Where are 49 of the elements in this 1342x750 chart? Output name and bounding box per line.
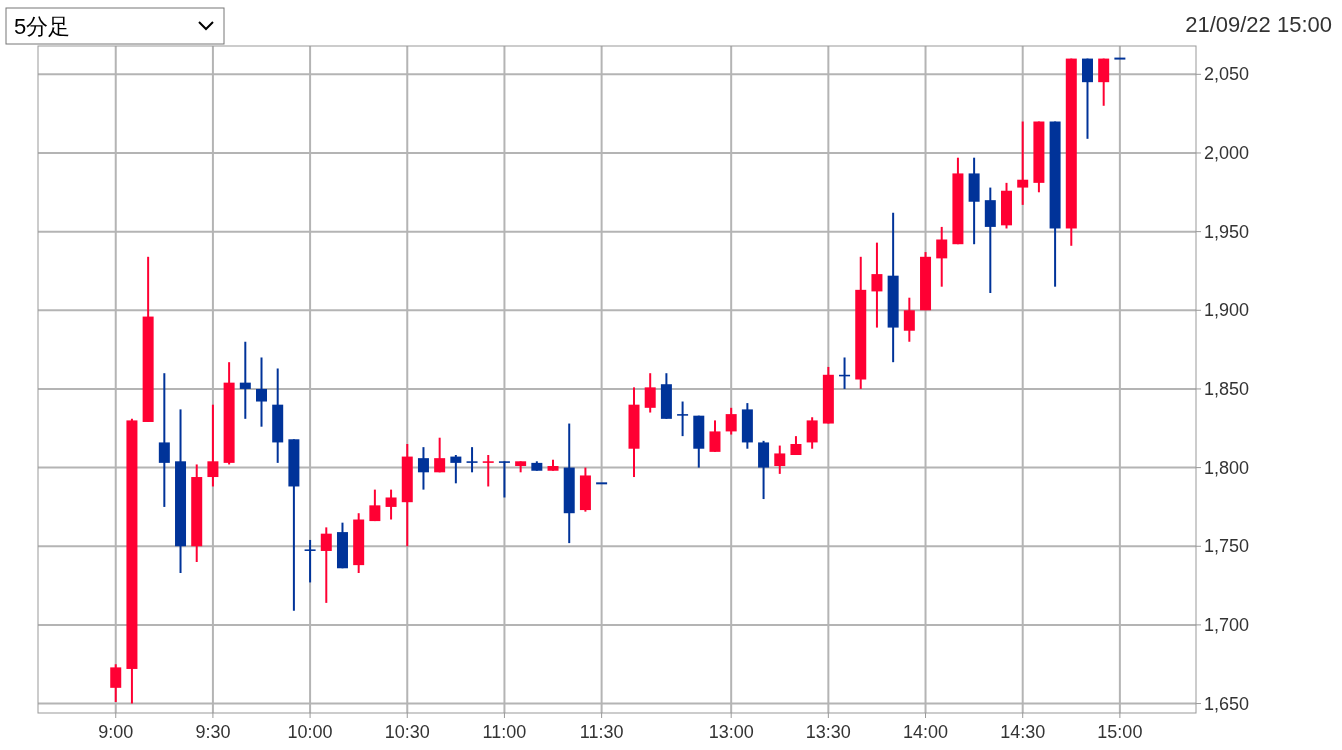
candlestick [1017,120,1029,206]
candlestick [385,488,397,521]
text: 5分足 [14,14,71,39]
text: 21/09/22 15:00 [1185,12,1332,37]
x-tick-label: 10:00 [287,722,333,742]
y-tick-label: 2,000 [1204,142,1250,163]
x-tick-label: 9:00 [98,722,134,742]
candlestick [871,241,883,329]
candlestick [256,356,267,428]
candlestick [482,454,494,488]
candlestick [304,538,316,584]
candlestick [709,419,721,453]
candlestick [110,663,122,703]
candlestick [1098,57,1110,107]
x-tick-label: 11:00 [482,722,527,742]
x-tick-label: 15:00 [1097,722,1143,742]
y-tick-label: 2,050 [1204,64,1250,85]
candlestick [158,372,170,508]
y-tick-label: 1,850 [1204,378,1250,399]
candlestick [450,454,462,485]
candlestick [936,225,948,288]
x-tick-label: 9:30 [195,722,231,742]
candlestick [725,406,737,436]
candlestick [1081,57,1093,140]
candlestick [207,403,219,488]
y-tick-label: 1,700 [1204,614,1250,635]
x-tick-label: 14:00 [903,722,949,742]
candlestick [369,488,381,523]
x-tick-label: 11:30 [579,722,624,742]
y-tick-label: 1,900 [1204,300,1250,321]
candlestick [677,400,689,438]
y-tick-label: 1,650 [1204,693,1250,714]
candlestick [239,340,251,420]
candlestick [903,296,915,343]
candlestick [806,416,818,450]
x-tick-label: 14:30 [1000,722,1046,742]
x-tick-label: 10:30 [384,722,430,742]
candlestick [774,444,786,475]
x-tick-label: 13:00 [708,722,754,742]
candlestick [466,446,478,474]
candlestick [644,372,656,414]
y-tick-label: 1,800 [1204,457,1250,478]
y-tick-label: 1,950 [1204,221,1250,242]
candlestick [434,436,446,474]
candlestick [417,446,429,491]
candlestick [320,526,332,604]
x-tick-label: 13:30 [805,722,851,742]
candlestick [498,460,510,499]
y-tick-label: 1,750 [1204,536,1250,557]
